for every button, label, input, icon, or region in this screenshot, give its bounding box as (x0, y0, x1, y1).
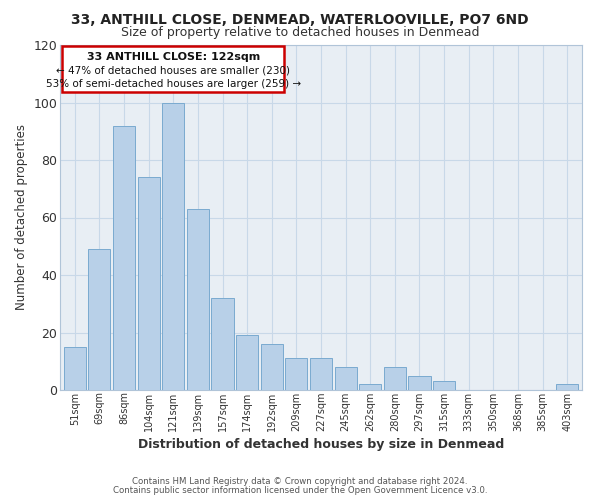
Text: Size of property relative to detached houses in Denmead: Size of property relative to detached ho… (121, 26, 479, 39)
Text: ← 47% of detached houses are smaller (230): ← 47% of detached houses are smaller (23… (56, 66, 290, 76)
Bar (359, 384, 382, 390)
Text: 33, ANTHILL CLOSE, DENMEAD, WATERLOOVILLE, PO7 6ND: 33, ANTHILL CLOSE, DENMEAD, WATERLOOVILL… (71, 12, 529, 26)
Bar (556, 384, 578, 390)
Bar (187, 209, 209, 390)
Bar (310, 358, 332, 390)
X-axis label: Distribution of detached houses by size in Denmead: Distribution of detached houses by size … (138, 438, 504, 451)
Bar (260, 344, 283, 390)
Bar (433, 382, 455, 390)
Bar (335, 367, 357, 390)
Y-axis label: Number of detached properties: Number of detached properties (15, 124, 28, 310)
Text: 33 ANTHILL CLOSE: 122sqm: 33 ANTHILL CLOSE: 122sqm (86, 52, 260, 62)
Text: Contains HM Land Registry data © Crown copyright and database right 2024.: Contains HM Land Registry data © Crown c… (132, 477, 468, 486)
Bar (113, 126, 135, 390)
FancyBboxPatch shape (62, 46, 284, 92)
Bar (137, 178, 160, 390)
Bar (236, 336, 258, 390)
Bar (211, 298, 233, 390)
Text: 53% of semi-detached houses are larger (259) →: 53% of semi-detached houses are larger (… (46, 79, 301, 89)
Bar (162, 102, 184, 390)
Text: Contains public sector information licensed under the Open Government Licence v3: Contains public sector information licen… (113, 486, 487, 495)
Bar (64, 347, 86, 390)
Bar (285, 358, 307, 390)
Bar (88, 249, 110, 390)
Bar (384, 367, 406, 390)
Bar (409, 376, 431, 390)
